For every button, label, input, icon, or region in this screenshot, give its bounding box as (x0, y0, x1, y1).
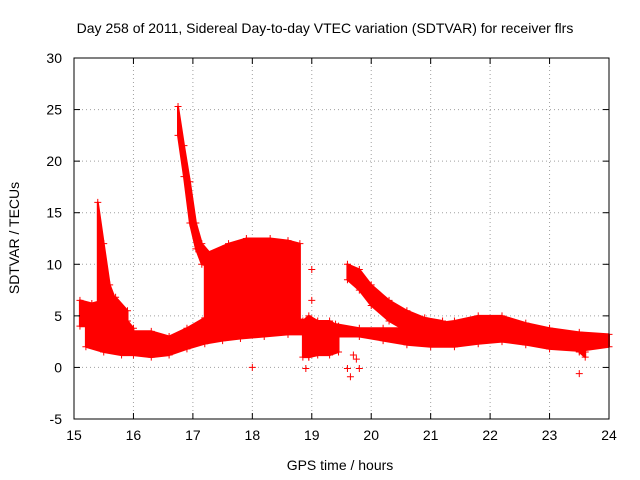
x-tick-label-6: 21 (423, 427, 439, 443)
x-tick-label-4: 19 (304, 427, 320, 443)
y-tick-label-4: 15 (46, 205, 62, 221)
x-tick-label-3: 18 (245, 427, 261, 443)
x-tick-label-0: 15 (66, 427, 82, 443)
outlier-point-2 (305, 353, 313, 361)
outlier-point-7 (349, 351, 357, 359)
band-edge-markers-early-shoulder (76, 293, 131, 340)
plot-area (74, 58, 609, 419)
outlier-point-0 (248, 363, 256, 371)
outlier-point-5 (343, 364, 351, 372)
x-tick-label-2: 17 (185, 427, 201, 443)
x-axis-title: GPS time / hours (287, 457, 394, 473)
outlier-point-6 (346, 373, 354, 381)
y-tick-label-2: 5 (54, 308, 62, 324)
chart-title: Day 258 of 2011, Sidereal Day-to-day VTE… (77, 20, 574, 36)
y-axis-title: SDTVAR / TECUs (6, 182, 22, 294)
outlier-point-9 (355, 364, 363, 372)
y-tick-label-3: 10 (46, 256, 62, 272)
plot-frame (73, 57, 610, 420)
outlier-point-10 (575, 370, 583, 378)
y-tick-label-6: 25 (46, 102, 62, 118)
outlier-point-3 (308, 265, 316, 273)
outlier-point-4 (308, 296, 316, 304)
x-tick-label-5: 20 (363, 427, 379, 443)
band-edge-markers-plateau (201, 235, 304, 325)
y-tick-label-5: 20 (46, 153, 62, 169)
axis-ticks: 15 16 17 18 19 20 21 22 23 24 -5 0 5 10 15 20 25 30 (46, 50, 617, 443)
x-tick-label-8: 23 (542, 427, 558, 443)
outlier-point-8 (352, 355, 360, 363)
y-tick-label-7: 30 (46, 50, 62, 66)
band-edge-markers-late-decay (343, 260, 447, 340)
outlier-point-1 (302, 364, 310, 372)
band-edge-markers-tail (575, 330, 589, 361)
x-tick-label-1: 16 (126, 427, 142, 443)
x-tick-label-7: 22 (482, 427, 498, 443)
band-plateau (203, 237, 301, 322)
band-gap-cluster (301, 314, 340, 359)
data-marks (76, 102, 613, 381)
y-tick-label-0: -5 (50, 411, 63, 427)
y-tick-label-1: 0 (54, 359, 62, 375)
axes-box (73, 57, 610, 420)
x-tick-label-9: 24 (601, 427, 617, 443)
